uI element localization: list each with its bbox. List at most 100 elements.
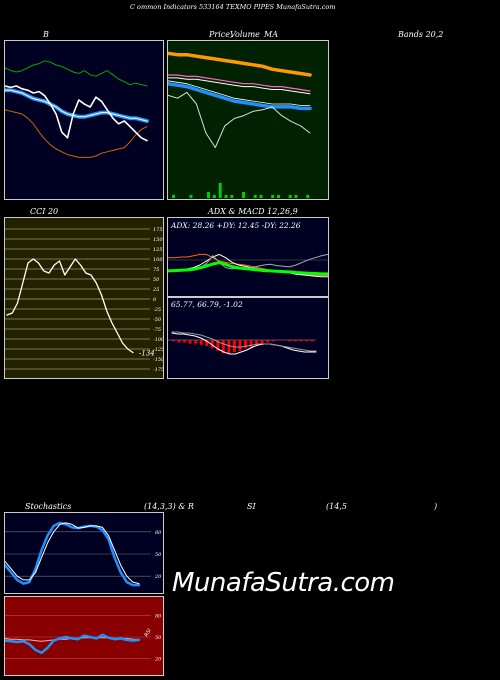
volume-bar — [218, 183, 222, 198]
cci-tick-label: -125 — [153, 347, 163, 353]
page-header: C ommon Indicators 533164 TEXMO PIPES Mu… — [130, 3, 336, 11]
macd-histogram-bar — [282, 340, 286, 341]
middle-band-core — [5, 89, 148, 122]
price-line — [168, 91, 311, 148]
volume-bar — [172, 195, 175, 198]
cci-tick-label: -75 — [153, 327, 161, 333]
volume-bar — [242, 192, 245, 198]
volume-bar — [207, 192, 210, 198]
macd-histogram-bar — [238, 340, 242, 351]
macd-histogram-bar — [232, 340, 236, 352]
bollinger-panel — [4, 40, 164, 200]
cci-tick-label: 25 — [152, 287, 159, 293]
stoch-params: (14,3,3) & R — [144, 502, 194, 511]
volume-bar — [294, 195, 298, 198]
stoch-tick-label: 20 — [154, 574, 162, 580]
cci-tick-label: 175 — [153, 227, 163, 233]
macd-histogram-bar — [304, 340, 308, 342]
cci-line — [6, 258, 134, 354]
cci-tick-label: 150 — [153, 237, 163, 243]
cci-tick-label: -25 — [153, 307, 161, 313]
upper-band-line — [5, 60, 148, 87]
stoch-title: Stochastics — [25, 502, 72, 511]
cci-tick-label: 75 — [153, 267, 159, 273]
volume-bar — [277, 195, 280, 198]
volume-bar — [253, 195, 257, 198]
macd-histogram-bar — [244, 340, 247, 349]
macd-signal-line — [171, 331, 317, 352]
macd-histogram-bar — [260, 340, 264, 344]
price-ma-plot — [168, 51, 312, 198]
cci-tick-label: 0 — [153, 297, 157, 303]
ma-mid-line — [168, 74, 311, 92]
cci-title: CCI 20 — [30, 207, 59, 216]
stochastics-plot: 80 50 20 — [5, 521, 162, 587]
macd-histogram-bar — [288, 340, 292, 342]
ma-short-line — [168, 81, 312, 111]
macd-panel: 65.77, 66.79, -1.02 — [167, 297, 329, 379]
cci-tick-label: 50 — [153, 277, 160, 283]
macd-histogram-bar — [210, 340, 214, 349]
adx-panel: ADX: 28.26 +DY: 12.45 -DY: 22.26 — [167, 217, 329, 297]
macd-histogram-bar — [227, 340, 231, 354]
adx-plot — [168, 253, 328, 278]
macd-histogram-bar — [172, 340, 175, 342]
plus-di-line — [168, 253, 328, 278]
stochastics-panel: 80 50 20 — [4, 512, 164, 594]
cci-plot: 175 150 125 100 75 50 25 0 -25 -50 -75 -100 -125 -150… — [5, 227, 163, 373]
rsi-title: SI — [247, 502, 256, 511]
macd-histogram-bar — [249, 340, 253, 348]
cci-panel: 175 150 125 100 75 50 25 0 -25 -50 -75 -100 -125 -150… — [4, 217, 164, 379]
volume-bar — [230, 195, 234, 198]
rsi-panel: 80 50 20 RSI — [4, 596, 164, 676]
macd-histogram-bar — [310, 340, 314, 342]
adx-macd-title: ADX & MACD 12,26,9 — [208, 207, 298, 216]
macd-histogram-bar — [271, 340, 275, 342]
macd-histogram-bar — [188, 340, 192, 344]
close-price-line — [5, 85, 148, 142]
stoch-k-line — [5, 522, 140, 585]
volume-title: Volume — [230, 30, 260, 39]
cci-tick-label: -50 — [153, 317, 162, 323]
ma-title: MA — [264, 30, 278, 39]
macd-line — [171, 332, 317, 355]
stoch-tick-label: 80 — [155, 530, 162, 536]
ma-short-core — [168, 80, 311, 106]
ma-mid-line-2 — [168, 77, 311, 95]
macd-values: 65.77, 66.79, -1.02 — [171, 300, 243, 309]
adx-strength-line — [168, 261, 328, 276]
macd-histogram-bar — [216, 340, 220, 351]
rsi-side-label: RSI — [144, 628, 154, 638]
bands-title: Bands 20,2 — [398, 30, 444, 39]
volume-bar — [189, 195, 193, 198]
stoch-tick-label: 50 — [155, 552, 162, 558]
cci-tick-label: 100 — [153, 257, 163, 263]
volume-bar — [306, 195, 310, 198]
macd-histogram-bar — [221, 340, 225, 354]
price-title: Price, — [209, 30, 233, 39]
macd-histogram-bar — [255, 340, 259, 345]
rsi-tick-label: 50 — [155, 635, 162, 641]
price-ma-panel — [167, 40, 329, 200]
cci-tick-label: -175 — [153, 367, 163, 373]
volume-bar — [271, 195, 275, 198]
lower-band-line — [5, 109, 148, 158]
macd-histogram-bar — [177, 340, 181, 343]
macd-histogram-bar — [299, 340, 303, 342]
volume-bar — [288, 195, 292, 198]
cci-tick-label: -100 — [153, 337, 163, 343]
bollinger-title: B — [43, 30, 49, 39]
ma-long-line — [168, 51, 312, 77]
volume-bar — [259, 195, 263, 198]
rsi-plot: 80 50 20 RSI — [5, 613, 162, 663]
rsi-params: (14,5 — [326, 502, 347, 511]
volume-bar — [212, 195, 216, 198]
macd-plot — [168, 331, 317, 355]
volume-bar — [224, 195, 228, 198]
macd-histogram-bar — [183, 340, 187, 343]
rsi-params-close: ) — [434, 502, 438, 511]
stoch-d-line — [5, 521, 141, 587]
macd-histogram-bar — [194, 340, 198, 344]
bollinger-plot — [5, 60, 149, 158]
cci-value-label: -134 — [139, 350, 155, 358]
